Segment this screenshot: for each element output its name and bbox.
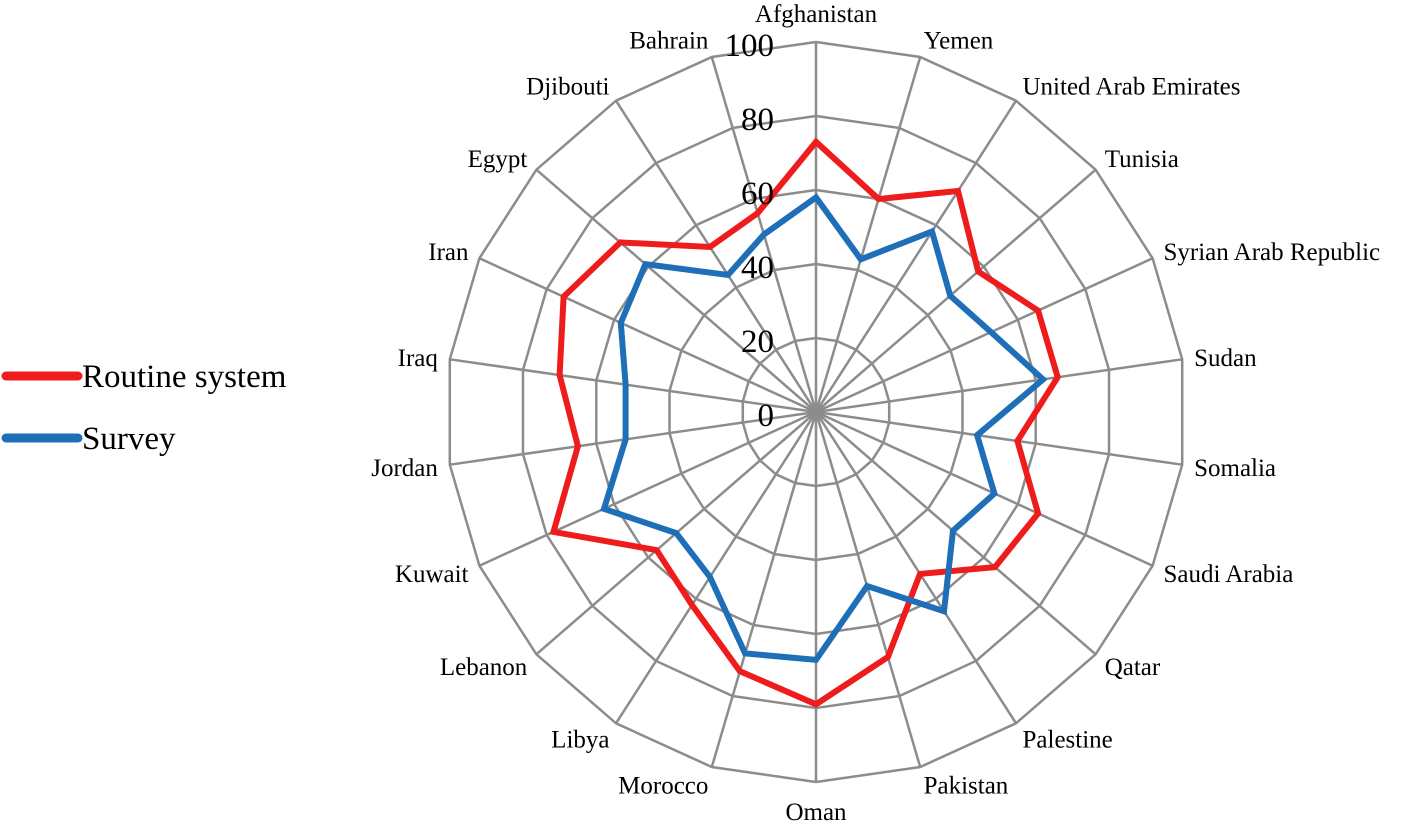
spoke-7 [815, 410, 1154, 567]
spoke-6 [815, 410, 1183, 466]
category-label: Palestine [1023, 726, 1113, 753]
category-labels: Afghanistan Yemen United Arab Emirates Tuni… [371, 1, 1380, 826]
spoke-1 [814, 56, 922, 413]
category-label: Kuwait [395, 561, 469, 588]
series-line-0 [549, 137, 1061, 708]
tick-label: 60 [741, 176, 774, 212]
series-line-1 [600, 193, 1048, 664]
category-label: Iraq [398, 345, 439, 372]
category-label: Djibouti [526, 74, 609, 101]
category-label: Saudi Arabia [1164, 561, 1294, 588]
category-label: Pakistan [924, 772, 1009, 799]
spoke-15 [478, 410, 817, 567]
category-label: Syrian Arab Republic [1164, 239, 1381, 266]
spoke-13 [614, 411, 818, 724]
category-label: Tunisia [1105, 146, 1179, 173]
radial-tick-labels: 0 20 40 60 80 100 [725, 28, 775, 434]
legend-item: Survey [1, 421, 176, 457]
spoke-18 [478, 257, 817, 414]
spoke-20 [614, 100, 818, 413]
legend-label: Routine system [82, 359, 287, 395]
category-label: Jordan [371, 455, 438, 482]
spoke-12 [710, 411, 818, 768]
spoke-5 [815, 358, 1183, 414]
category-label: Somalia [1194, 455, 1276, 482]
category-label: Iran [428, 239, 469, 266]
spoke-2 [814, 100, 1018, 413]
legend-label: Survey [82, 421, 176, 457]
spoke-8 [815, 411, 1097, 656]
category-label: Egypt [468, 146, 528, 173]
spoke-19 [535, 168, 817, 413]
category-label: Lebanon [440, 654, 528, 681]
tick-label: 20 [741, 324, 774, 360]
tick-label: 40 [741, 250, 774, 286]
radar-series [549, 137, 1061, 708]
category-label: Morocco [618, 772, 708, 799]
spoke-16 [449, 410, 817, 466]
category-label: Afghanistan [755, 1, 878, 28]
category-label: Sudan [1194, 345, 1257, 372]
tick-label: 0 [758, 398, 775, 434]
category-label: Yemen [924, 28, 994, 55]
tick-label: 80 [741, 102, 774, 138]
tick-label: 100 [725, 28, 775, 64]
category-label: Qatar [1105, 654, 1161, 681]
radar-grid [448, 40, 1184, 784]
spoke-3 [815, 168, 1097, 413]
legend-item: Routine system [1, 359, 287, 395]
category-label: United Arab Emirates [1023, 74, 1241, 101]
category-label: Bahrain [629, 28, 709, 55]
spoke-9 [814, 411, 1018, 724]
legend: Routine system Survey [1, 359, 287, 457]
category-label: Libya [551, 726, 609, 753]
category-label: Oman [785, 799, 847, 826]
spoke-4 [815, 257, 1154, 414]
spoke-17 [449, 358, 817, 414]
